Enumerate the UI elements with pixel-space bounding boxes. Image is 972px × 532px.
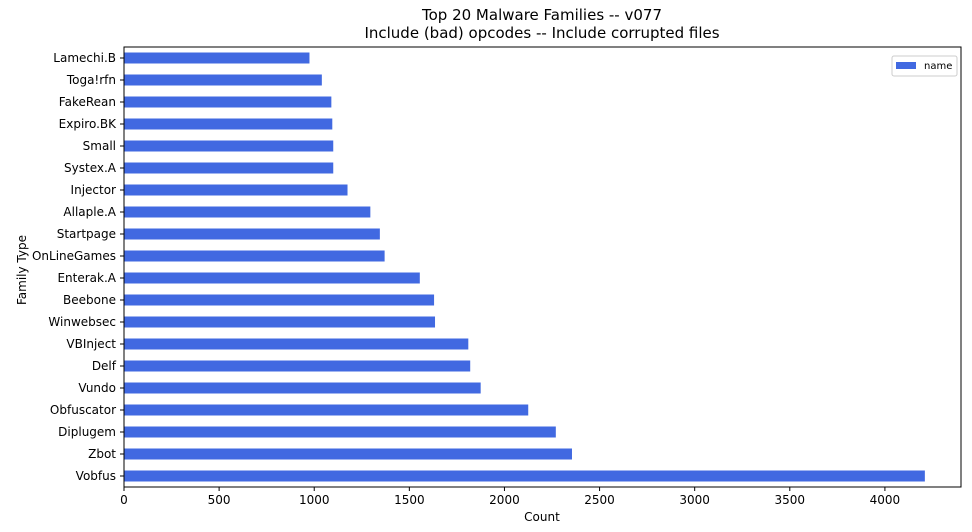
plot-frame — [123, 46, 962, 488]
y-tick-label: FakeRean — [59, 95, 116, 109]
bar-systex-a — [124, 162, 334, 174]
y-axis-label: Family Type — [15, 235, 29, 305]
y-tick-label: Allaple.A — [63, 205, 116, 219]
x-tick-label: 500 — [208, 493, 231, 507]
y-tick-label: Winwebsec — [48, 315, 116, 329]
bar-zbot — [124, 448, 572, 460]
x-tick-label: 2000 — [489, 493, 520, 507]
x-tick-label: 1000 — [299, 493, 330, 507]
x-axis: 0 500 1000 1500 2000 2500 3000 3500 4000 — [120, 487, 900, 507]
bar-obfuscator — [124, 404, 529, 416]
y-tick-label: Vobfus — [76, 469, 116, 483]
legend: name — [891, 55, 958, 77]
chart-subtitle: Include (bad) opcodes -- Include corrupt… — [364, 24, 719, 42]
y-tick-label: Injector — [71, 183, 117, 197]
x-tick-label: 4000 — [870, 493, 901, 507]
y-tick-label: Expiro.BK — [59, 117, 117, 131]
bar-small — [124, 140, 334, 152]
y-tick-label: Vundo — [78, 381, 116, 395]
y-tick-label: Delf — [92, 359, 117, 373]
bar-vbinject — [124, 338, 469, 350]
bar-allaple-a — [124, 206, 371, 218]
y-tick-label: Diplugem — [58, 425, 116, 439]
x-tick-label: 3500 — [775, 493, 806, 507]
x-tick-label: 1500 — [394, 493, 425, 507]
bar-enterak-a — [124, 272, 420, 284]
y-tick-label: Enterak.A — [57, 271, 116, 285]
bar-lamechi-b — [124, 52, 310, 64]
y-axis: Vobfus Zbot Diplugem Obfuscator Vundo Delf VBI… — [32, 51, 124, 483]
y-tick-label: Obfuscator — [50, 403, 116, 417]
bar-winwebsec — [124, 316, 436, 328]
x-axis-label: Count — [524, 510, 560, 524]
y-tick-label: Toga!rfn — [66, 73, 116, 87]
bars-layer — [124, 52, 925, 482]
y-tick-label: Zbot — [88, 447, 116, 461]
legend-label: name — [924, 61, 952, 72]
bar-onlinegames — [124, 250, 385, 262]
bar-startpage — [124, 228, 380, 240]
chart-title: Top 20 Malware Families -- v077 — [421, 6, 662, 24]
y-tick-label: VBInject — [66, 337, 116, 351]
y-tick-label: OnLineGames — [32, 249, 116, 263]
bar-expiro-bk — [124, 118, 333, 130]
bar-vundo — [124, 382, 481, 394]
bar-toga-rfn — [124, 74, 322, 86]
y-tick-label: Startpage — [57, 227, 116, 241]
legend-swatch — [896, 62, 916, 69]
bar-beebone — [124, 294, 435, 306]
bar-injector — [124, 184, 348, 196]
x-tick-label: 3000 — [679, 493, 710, 507]
x-tick-label: 0 — [120, 493, 128, 507]
bar-delf — [124, 360, 471, 372]
bar-diplugem — [124, 426, 556, 438]
legend-frame — [891, 55, 958, 77]
y-tick-label: Beebone — [63, 293, 116, 307]
y-tick-label: Lamechi.B — [53, 51, 116, 65]
y-tick-label: Systex.A — [64, 161, 117, 175]
bar-vobfus — [124, 470, 925, 482]
y-tick-label: Small — [83, 139, 116, 153]
bar-fakerean — [124, 96, 332, 108]
x-tick-label: 2500 — [584, 493, 615, 507]
